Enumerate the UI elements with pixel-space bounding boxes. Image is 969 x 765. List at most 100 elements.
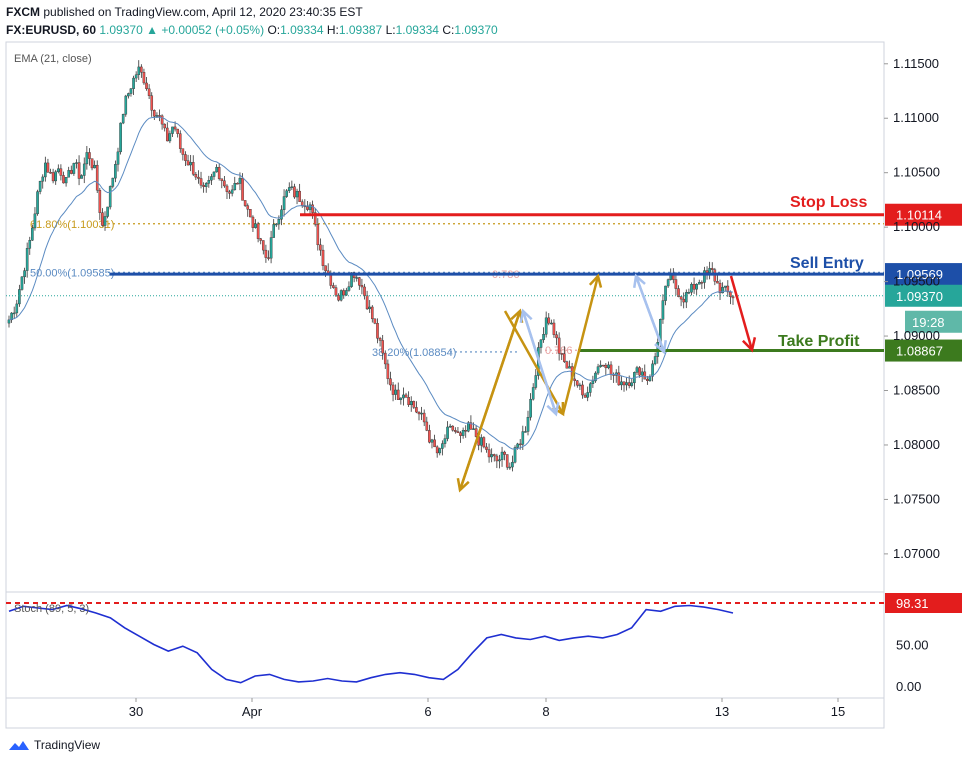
blue-double-arrow [521, 310, 558, 415]
candle-body [430, 439, 434, 443]
candle-body [581, 384, 584, 396]
last-price-tag [885, 284, 962, 307]
candle-body [101, 212, 104, 226]
candle-body [599, 364, 602, 367]
time-tick-label: 30 [129, 704, 143, 719]
candle-body [697, 282, 701, 285]
candle-body [277, 219, 281, 225]
candle-body [129, 88, 133, 94]
candle-body [93, 164, 96, 169]
chart-frame [5, 41, 885, 729]
candle-body [173, 126, 177, 130]
gold-arrow-up [561, 275, 600, 415]
gold-arrow-mid [503, 310, 565, 415]
price-tick-label: 1.11000 [893, 110, 939, 125]
price-tick-label: 1.09000 [893, 328, 940, 343]
blue-double-arrow-right [634, 275, 666, 353]
candle-body [103, 216, 107, 226]
candle-body [82, 163, 86, 176]
level-price-label: 1.09569 [896, 267, 943, 282]
candle-body [176, 128, 179, 134]
price-axis[interactable]: 1.11500 1.11000 1.10500 1.10000 1.09500 1.090… [884, 56, 940, 561]
candle-body [409, 401, 413, 406]
candle-body [438, 448, 442, 454]
time-tick-label: 8 [542, 704, 549, 719]
candle-body [178, 133, 182, 149]
candle-body [576, 380, 579, 386]
candle-body [191, 162, 195, 175]
candle-body [210, 176, 213, 181]
level-price-label: 1.10114 [896, 208, 942, 223]
candle-body [721, 287, 724, 294]
candle-body [399, 397, 403, 400]
candle-body [464, 430, 468, 432]
candle-body [132, 77, 135, 89]
candle-body [563, 353, 566, 362]
candle-body [319, 244, 322, 251]
symbol-label: FX:EURUSD, 60 [6, 23, 97, 37]
candle-body [378, 338, 382, 341]
candle-body [339, 290, 343, 301]
candle-body [404, 394, 408, 398]
candle-body [33, 213, 37, 229]
candle-body [67, 170, 70, 178]
candle-body [684, 292, 688, 303]
candle-body [90, 158, 94, 169]
candle-body [199, 178, 203, 186]
candle-body [168, 133, 172, 142]
candle-body [526, 417, 530, 432]
candle-body [51, 172, 55, 182]
candle-body [7, 319, 11, 324]
level-price-label: 1.08867 [896, 344, 943, 359]
level-price-tag [885, 263, 962, 286]
candle-body [212, 171, 216, 177]
tradingview-logo[interactable]: TradingView [8, 738, 100, 752]
candle-body [269, 237, 273, 259]
candle-body [46, 162, 50, 173]
time-axis[interactable]: 30 Apr 6 8 13 15 [129, 698, 845, 719]
candle-body [72, 163, 76, 174]
candle-body [262, 240, 265, 251]
candle-body [121, 114, 125, 124]
price-tick-label: 1.10500 [893, 165, 940, 180]
candle-body [134, 74, 138, 79]
candle-body [505, 454, 509, 468]
candle-body [646, 378, 649, 381]
candle-body [381, 340, 384, 354]
candle-body [145, 82, 148, 90]
blue-double-arrow-head [519, 308, 533, 324]
candle-body [119, 122, 122, 153]
candle-body [181, 148, 185, 155]
price-tick-label: 1.11500 [893, 56, 939, 71]
stoch-tick-label: 0.00 [896, 679, 921, 694]
candle-body [337, 294, 340, 301]
candlestick-series [7, 60, 735, 472]
candle-body [638, 367, 641, 376]
last-price: 1.09370 [99, 23, 143, 37]
candle-body [383, 352, 387, 365]
candle-body [249, 209, 252, 218]
stochastic-line [8, 604, 734, 684]
candle-body [433, 439, 436, 448]
candle-body [365, 295, 369, 310]
close-label: C: [442, 23, 455, 37]
candle-body [217, 166, 221, 179]
candle-body [695, 284, 698, 290]
candle-body [446, 426, 449, 439]
candle-body [254, 223, 257, 228]
candle-body [233, 183, 237, 191]
tradingview-logo-icon [9, 741, 29, 750]
candle-body [573, 378, 577, 381]
candle-body [469, 422, 473, 430]
candle-body [15, 303, 19, 314]
candle-body [20, 276, 24, 290]
candle-body [456, 431, 460, 434]
tradingview-logo-text: TradingView [34, 738, 101, 752]
candle-body [342, 290, 346, 296]
low-label: L: [385, 23, 396, 37]
candle-body [124, 95, 128, 115]
close-value: 1.09370 [454, 23, 498, 37]
candle-body [160, 115, 164, 125]
candle-body [57, 168, 60, 172]
